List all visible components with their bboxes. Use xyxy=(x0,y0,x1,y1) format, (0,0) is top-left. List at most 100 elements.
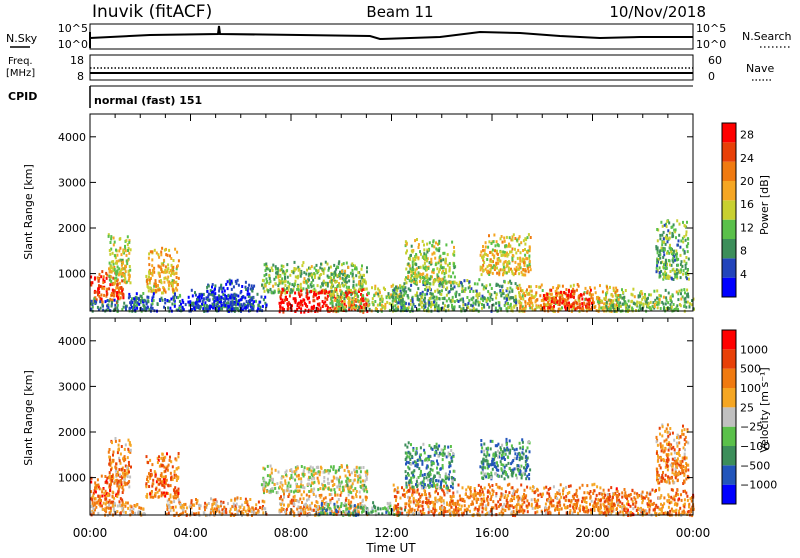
power-echo-cell xyxy=(573,305,575,308)
velocity-echo-cell xyxy=(327,478,329,481)
power-echo-cell xyxy=(515,299,517,302)
power-echo-cell xyxy=(170,298,172,301)
power-echo-cell xyxy=(598,305,600,308)
power-echo-cell xyxy=(640,290,642,293)
power-echo-cell xyxy=(480,297,482,300)
power-echo-cell xyxy=(659,250,661,253)
power-echo-cell xyxy=(202,300,204,303)
power-echo-cell xyxy=(625,304,627,307)
velocity-echo-cell xyxy=(283,504,285,507)
power-echo-cell xyxy=(96,291,98,294)
velocity-echo-cell xyxy=(120,511,122,514)
power-echo-cell xyxy=(148,257,150,260)
velocity-echo-cell xyxy=(142,507,144,510)
power-echo-cell xyxy=(672,235,674,238)
power-echo-cell xyxy=(670,270,672,273)
power-echo-cell xyxy=(403,282,405,285)
power-echo-cell xyxy=(379,298,381,301)
power-echo-cell xyxy=(124,277,126,280)
power-echo-cell xyxy=(199,295,201,298)
velocity-echo-cell xyxy=(174,470,176,473)
power-echo-cell xyxy=(508,269,510,272)
power-echo-cell xyxy=(538,286,540,289)
power-echo-cell xyxy=(673,250,675,253)
power-echo-cell xyxy=(409,289,411,292)
power-echo-cell xyxy=(138,303,140,306)
power-echo-cell xyxy=(489,283,491,286)
power-echo-cell xyxy=(320,291,322,294)
power-echo-cell xyxy=(330,293,332,296)
power-echo-cell xyxy=(546,293,548,296)
cpid-text: normal (fast) 151 xyxy=(94,94,202,107)
power-echo-cell xyxy=(654,303,656,306)
power-echo-cell xyxy=(494,249,496,252)
power-echo-cell xyxy=(547,301,549,304)
power-echo-cell xyxy=(230,297,232,300)
power-echo-cell xyxy=(337,266,339,269)
power-echo-cell xyxy=(658,301,660,304)
power-echo-cell xyxy=(497,258,499,261)
power-echo-cell xyxy=(502,241,504,244)
velocity-echo-cell xyxy=(97,512,99,515)
power-echo-cell xyxy=(383,287,385,290)
power-echo-cell xyxy=(503,297,505,300)
velocity-echo-cell xyxy=(129,441,131,444)
power-echo-cell xyxy=(632,288,634,291)
power-echo-cell xyxy=(564,306,566,309)
power-echo-cell xyxy=(335,303,337,306)
power-echo-cell xyxy=(248,304,250,307)
power-echo-cell xyxy=(672,257,674,260)
power-echo-cell xyxy=(102,301,104,304)
power-echo-cell xyxy=(115,287,117,290)
power-echo-cell xyxy=(559,296,561,299)
velocity-echo-cell xyxy=(264,468,266,471)
power-echo-cell xyxy=(311,285,313,288)
velocity-echo-cell xyxy=(97,495,99,498)
power-echo-cell xyxy=(117,266,119,269)
power-echo-cell xyxy=(412,264,414,267)
velocity-echo-cell xyxy=(149,492,151,495)
velocity-echo-cell xyxy=(313,470,315,473)
power-echo-cell xyxy=(114,241,116,244)
power-echo-cell xyxy=(249,299,251,302)
velocity-echo-cell xyxy=(333,476,335,479)
power-echo-cell xyxy=(517,257,519,260)
power-echo-cell xyxy=(609,307,611,310)
power-echo-cell xyxy=(197,298,199,301)
velocity-echo-cell xyxy=(116,510,118,513)
velocity-echo-cell xyxy=(112,491,114,494)
power-echo-cell xyxy=(303,271,305,274)
velocity-echo-cell xyxy=(94,501,96,504)
power-echo-cell xyxy=(147,296,149,299)
power-echo-cell xyxy=(358,306,360,309)
power-echo-cell xyxy=(334,288,336,291)
power-echo-cell xyxy=(265,263,267,266)
velocity-echo-cell xyxy=(169,459,171,462)
power-echo-cell xyxy=(155,279,157,282)
velocity-echo-cell xyxy=(173,509,175,512)
power-echo-cell xyxy=(619,301,621,304)
power-echo-cell xyxy=(500,294,502,297)
velocity-echo-cell xyxy=(324,484,326,487)
power-colorbar-segment xyxy=(722,142,736,161)
power-echo-cell xyxy=(182,301,184,304)
velocity-echo-cell xyxy=(97,478,99,481)
power-echo-cell xyxy=(435,304,437,307)
velocity-echo-cell xyxy=(301,501,303,504)
power-echo-cell xyxy=(121,279,123,282)
power-echo-cell xyxy=(500,251,502,254)
power-echo-cell xyxy=(455,295,457,298)
power-echo-cell xyxy=(199,300,201,303)
power-echo-cell xyxy=(409,267,411,270)
nave-tick-bottom: 0 xyxy=(708,70,715,83)
power-echo-cell xyxy=(495,307,497,310)
power-echo-cell xyxy=(443,266,445,269)
power-echo-cell xyxy=(322,305,324,308)
power-echo-cell xyxy=(449,281,451,284)
velocity-echo-cell xyxy=(214,507,216,510)
power-echo-cell xyxy=(333,276,335,279)
power-echo-cell xyxy=(233,307,235,310)
velocity-echo-cell xyxy=(300,485,302,488)
velocity-echo-cell xyxy=(363,466,365,469)
power-echo-cell xyxy=(356,284,358,287)
